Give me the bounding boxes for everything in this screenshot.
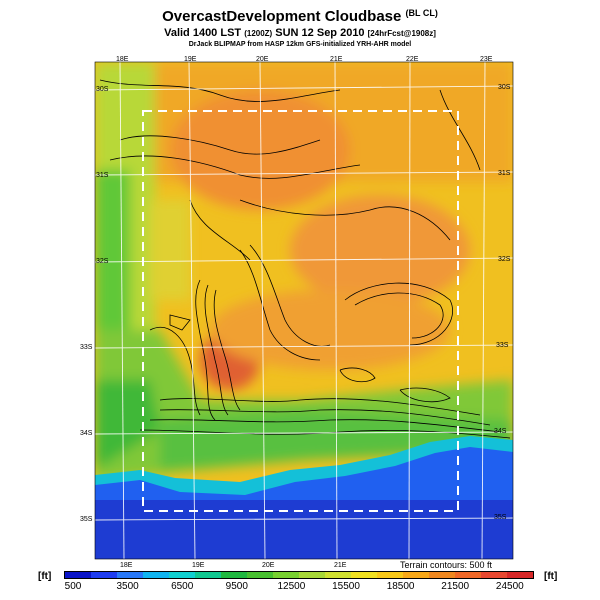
colorbar-tick-label: 15500 [332, 581, 360, 592]
colorbar [64, 571, 534, 579]
lat-label-left-5: 34S [80, 430, 93, 437]
lon-label-bottom-3: 20E [262, 562, 275, 569]
credit-line: DrJack BLIPMAP from HASP 12km GFS-initia… [188, 41, 412, 48]
colorbar-swatch [377, 572, 403, 578]
colorbar-swatch [325, 572, 351, 578]
lon-label-top-4: 21E [330, 56, 343, 63]
colorbar-tick-label: 3500 [116, 581, 139, 592]
colorbar-swatch [507, 572, 533, 578]
lat-label-left-4: 33S [80, 344, 93, 351]
colorbar-tick-label: 500 [64, 581, 82, 592]
terrain-contours [99, 79, 511, 439]
colorbar-swatch [117, 572, 143, 578]
lat-label-left-6: 35S [80, 516, 93, 523]
colorbar-swatch [351, 572, 377, 578]
graticule [95, 62, 513, 559]
lon-label-top-5: 22E [406, 56, 419, 63]
colorbar-tick-label: 6500 [171, 581, 194, 592]
colorbar-swatch [403, 572, 429, 578]
lat-label-right-2: 31S [498, 170, 511, 177]
colorbar-swatch [455, 572, 481, 578]
lat-label-right-1: 30S [498, 84, 511, 91]
lat-label-right-3: 32S [498, 256, 511, 263]
valid-time: Valid 1400 LST (1200Z) SUN 12 Sep 2010 [… [0, 27, 600, 39]
lat-label-right-4: 33S [496, 342, 509, 349]
colorbar-swatch [91, 572, 117, 578]
lon-label-top-1: 18E [116, 56, 129, 63]
colorbar-tick-label: 9500 [225, 581, 248, 592]
colorbar-swatch [65, 572, 91, 578]
colorbar-swatch [169, 572, 195, 578]
lat-label-left-3: 32S [96, 258, 109, 265]
colorbar-tick-label: 18500 [386, 581, 415, 592]
colorbar-swatch [221, 572, 247, 578]
colorbar-tick-label: 24500 [495, 581, 524, 592]
map-frame [94, 61, 514, 560]
lat-label-left-2: 31S [96, 172, 109, 179]
lat-label-left-1: 30S [96, 86, 109, 93]
chart-title: OvercastDevelopment Cloudbase (BL CL) [0, 8, 600, 25]
colorbar-tick-label: 12500 [277, 581, 306, 592]
colorbar-swatch [143, 572, 169, 578]
colorbar-swatch [429, 572, 455, 578]
lon-label-bottom-1: 18E [120, 562, 133, 569]
lon-label-top-2: 19E [184, 56, 197, 63]
colorbar-swatch [195, 572, 221, 578]
forecast-label: [24hrFcst@1908z] [367, 29, 436, 38]
lon-label-top-6: 23E [480, 56, 493, 63]
colorbar-swatch [299, 572, 325, 578]
lon-label-top-3: 20E [256, 56, 269, 63]
lon-label-bottom-4: 21E [334, 562, 347, 569]
colorbar-tick-label: 21500 [441, 581, 470, 592]
terrain-contour-note: Terrain contours: 500 ft [400, 560, 493, 570]
valid-label: Valid 1400 LST [164, 27, 242, 39]
date-label: SUN 12 Sep 2010 [275, 27, 365, 39]
colorbar-unit-left: [ft] [38, 571, 52, 582]
title-suffix: (BL CL) [405, 8, 438, 18]
zulu-label: (1200Z) [244, 29, 273, 38]
lat-label-right-6: 35S [494, 514, 507, 521]
colorbar-swatch [481, 572, 507, 578]
lon-label-bottom-2: 19E [192, 562, 205, 569]
title-main: OvercastDevelopment Cloudbase [162, 8, 402, 25]
map-field [95, 62, 513, 559]
lat-label-right-5: 34S [494, 428, 507, 435]
colorbar-swatch [247, 572, 273, 578]
colorbar-unit-right: [ft] [544, 571, 558, 582]
model-domain-box [142, 110, 459, 512]
colorbar-swatch [273, 572, 299, 578]
